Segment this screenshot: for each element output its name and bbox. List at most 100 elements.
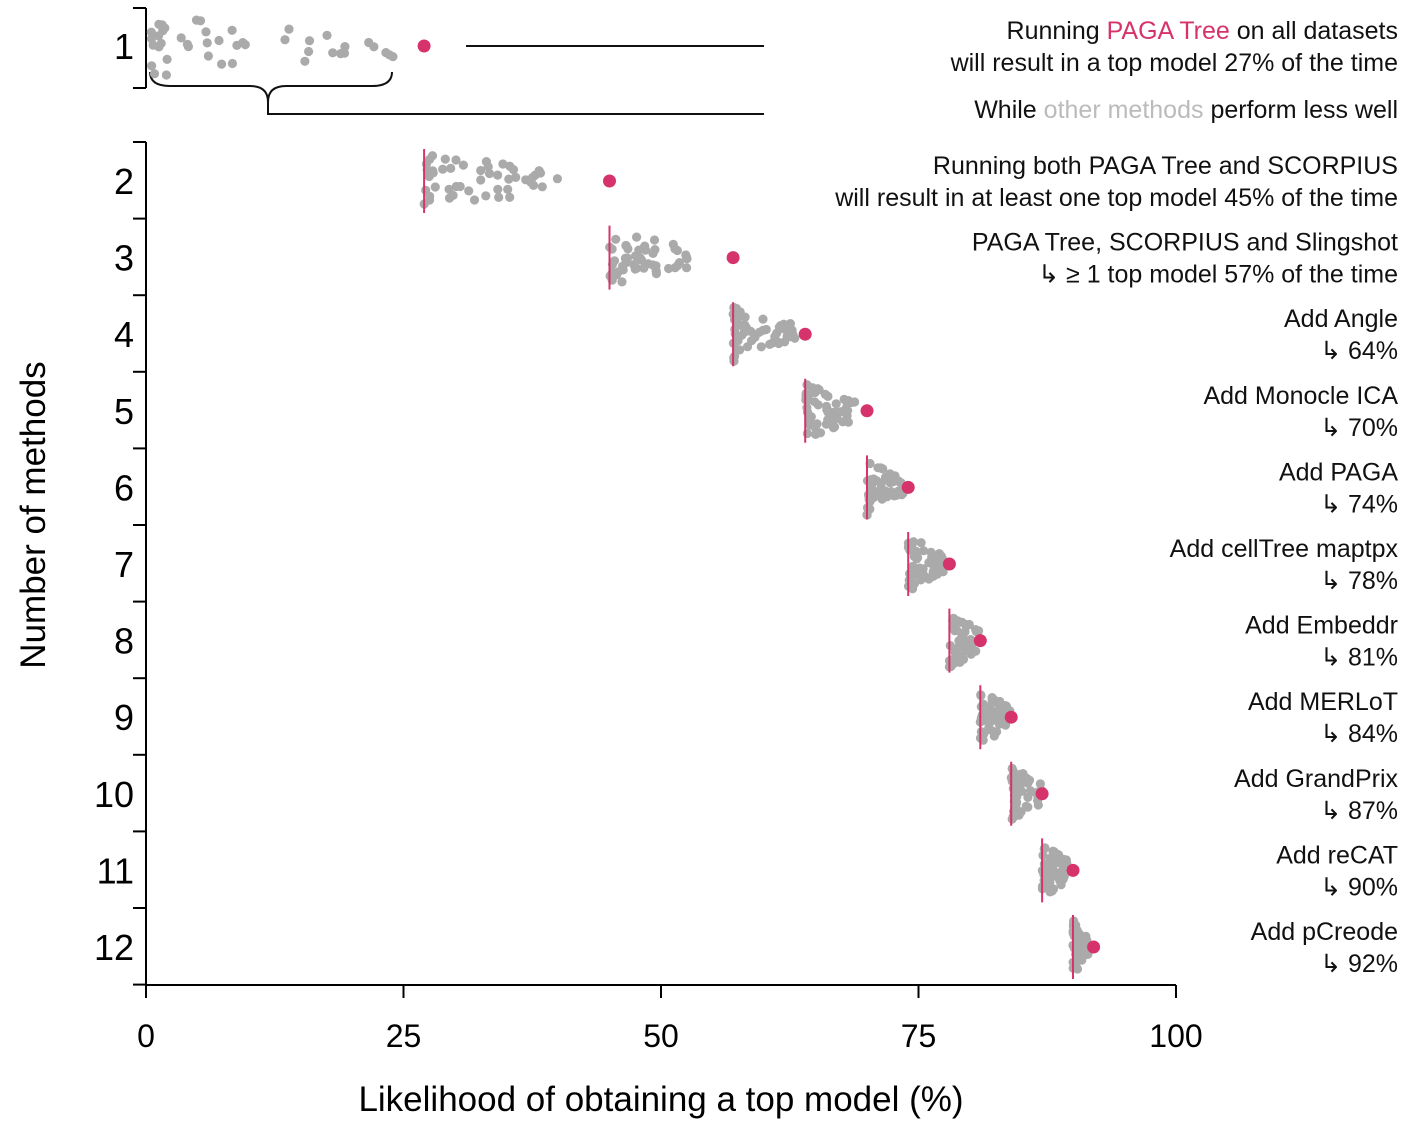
method-point <box>790 333 800 343</box>
method-point <box>780 337 790 347</box>
row-annotation: ↳ 90% <box>1320 873 1398 901</box>
method-point <box>503 184 513 194</box>
method-point <box>813 384 823 394</box>
annotation-segment: Add cellTree maptpx <box>1170 535 1399 563</box>
method-point <box>765 339 775 349</box>
method-point <box>864 495 874 505</box>
method-point <box>511 172 521 182</box>
method-point <box>823 415 833 425</box>
method-point <box>936 551 947 562</box>
method-point <box>444 193 455 203</box>
method-point <box>440 154 450 164</box>
row-annotation: ↳ 92% <box>1320 950 1398 978</box>
method-point <box>961 621 971 631</box>
annotation-segment: ↳ 92% <box>1320 950 1398 978</box>
y-tick-label: 5 <box>114 391 134 432</box>
method-point <box>1081 931 1091 942</box>
row-annotation: ↳ 74% <box>1320 490 1398 518</box>
annotation-segment: ↳ 81% <box>1320 644 1398 672</box>
method-point <box>425 191 435 201</box>
method-point <box>1059 871 1069 882</box>
method-point <box>438 164 448 174</box>
method-point <box>427 151 438 161</box>
method-point <box>147 61 157 71</box>
method-point <box>989 731 999 741</box>
y-tick-label: 9 <box>114 697 134 738</box>
method-point <box>758 314 768 324</box>
annotation-segment: ↳ 84% <box>1320 720 1398 748</box>
y-tick-label: 8 <box>114 621 134 662</box>
annotation-segment: Add Embeddr <box>1245 612 1398 640</box>
method-point <box>742 342 753 352</box>
method-point <box>504 174 514 184</box>
method-point <box>682 263 692 273</box>
row-annotation: Add reCAT <box>1276 841 1398 869</box>
method-point <box>974 626 984 636</box>
method-point <box>1007 814 1017 824</box>
method-point <box>761 324 771 335</box>
method-point <box>620 253 631 263</box>
method-point <box>160 23 170 33</box>
method-point <box>953 616 963 626</box>
method-point <box>804 389 815 399</box>
best-point <box>1066 863 1080 877</box>
method-point <box>912 554 922 564</box>
annotation-segment: Running <box>1007 17 1107 45</box>
method-point <box>946 655 956 665</box>
method-point <box>1050 871 1060 881</box>
row-annotation: Running both PAGA Tree and SCORPIUS <box>933 152 1398 180</box>
data-points <box>146 15 1101 979</box>
row-annotation: will result in at least one top model 45… <box>834 184 1398 212</box>
annotation-segment: Running both PAGA Tree and SCORPIUS <box>933 152 1398 180</box>
method-point <box>805 420 815 430</box>
method-point <box>191 15 202 25</box>
method-point <box>1024 775 1035 785</box>
method-point <box>649 235 660 245</box>
row-annotation: Add Embeddr <box>1245 612 1398 640</box>
annotation-segment: ↳ 74% <box>1320 490 1398 518</box>
method-point <box>1080 941 1090 951</box>
row-annotation: ↳ 64% <box>1320 337 1398 365</box>
row-annotation: Running PAGA Tree on all datasets <box>1007 17 1398 45</box>
best-point <box>417 39 431 53</box>
annotation-segment: ↳ ≥ 1 top model 57% of the time <box>1038 261 1398 289</box>
method-point <box>976 727 987 737</box>
annotation-segment: on all datasets <box>1230 17 1398 45</box>
y-tick-label: 11 <box>97 850 134 891</box>
annotation-segment: Add Monocle ICA <box>1203 382 1398 410</box>
method-point <box>1045 853 1055 863</box>
row-annotation: Add PAGA <box>1279 458 1398 486</box>
method-point <box>904 575 914 585</box>
method-point <box>322 30 332 40</box>
connector-lines <box>149 45 764 115</box>
method-point <box>916 538 926 548</box>
row-annotation: ↳ 81% <box>1320 644 1398 672</box>
method-point <box>754 327 765 337</box>
method-point <box>1045 887 1055 897</box>
method-point <box>989 695 1000 705</box>
method-point <box>146 27 156 37</box>
row-annotation: ↳ 70% <box>1320 414 1398 442</box>
method-point <box>494 192 504 202</box>
method-point <box>304 46 314 57</box>
annotation-segment: Add MERLoT <box>1248 688 1398 716</box>
method-point <box>928 555 938 565</box>
method-point <box>154 31 164 41</box>
best-point <box>726 251 740 265</box>
x-tick-label: 25 <box>386 1018 422 1054</box>
method-point <box>629 260 639 270</box>
method-point <box>802 428 813 439</box>
row-annotation: Add GrandPrix <box>1234 765 1398 793</box>
method-point <box>997 709 1007 720</box>
method-point <box>552 174 563 184</box>
method-point <box>730 324 740 334</box>
method-point <box>611 234 621 244</box>
method-point <box>977 710 987 721</box>
method-point <box>464 186 474 196</box>
method-point <box>883 491 893 501</box>
y-tick-label: 12 <box>94 927 134 968</box>
y-tick-label: 2 <box>114 161 134 202</box>
method-point <box>1052 858 1062 868</box>
x-axis-label: Likelihood of obtaining a top model (%) <box>358 1080 963 1119</box>
method-point <box>976 702 986 712</box>
